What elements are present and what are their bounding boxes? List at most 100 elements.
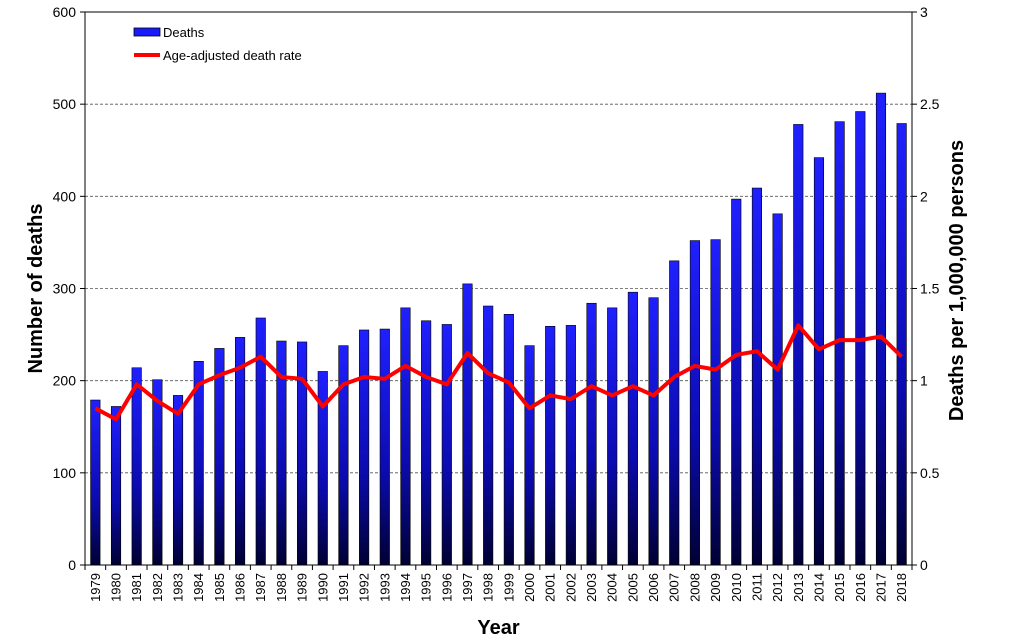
bar-series-deaths (90, 92, 907, 566)
x-tick-label: 1979 (88, 573, 103, 602)
bar (441, 324, 452, 566)
x-tick-label: 1988 (274, 573, 289, 602)
bar (131, 367, 142, 566)
x-tick-label: 2008 (687, 573, 702, 602)
x-tick-label: 1997 (460, 573, 475, 602)
x-tick-label: 2003 (584, 573, 599, 602)
y-tick-label: 300 (53, 281, 77, 297)
x-tick-label: 2013 (791, 573, 806, 602)
y2-tick-label: 0.5 (920, 465, 940, 481)
x-tick-label: 1989 (295, 573, 310, 602)
bar (793, 124, 804, 566)
legend-label-rate: Age-adjusted death rate (163, 48, 302, 63)
bar (110, 406, 122, 566)
x-tick-label: 2014 (811, 573, 826, 602)
x-tick-label: 2016 (853, 573, 868, 602)
bar (648, 297, 659, 566)
y2-tick-label: 1.5 (920, 281, 940, 297)
x-tick-label: 2015 (832, 573, 847, 602)
x-tick-label: 1994 (398, 573, 413, 602)
bar (359, 329, 370, 566)
x-tick-label: 2005 (625, 573, 640, 602)
x-tick-label: 2012 (770, 573, 785, 602)
bar (379, 328, 390, 566)
rate-line (94, 323, 904, 422)
bar (400, 307, 411, 566)
bar (731, 198, 742, 566)
x-axis-ticks: 1979 1980 1981 1982 1983 1984 1985 1986 1987 1988… (84, 565, 913, 602)
x-tick-label: 1995 (419, 573, 434, 602)
bar (297, 341, 308, 566)
x-tick-label: 1996 (439, 573, 454, 602)
bar (607, 307, 618, 566)
y-tick-label: 100 (53, 465, 77, 481)
bar (172, 395, 184, 566)
bar (875, 92, 887, 566)
bar (483, 305, 494, 566)
legend-swatch-deaths (133, 27, 161, 37)
line-series-age-adjusted-death-rate (94, 323, 904, 422)
x-tick-label: 1999 (501, 573, 516, 602)
y2-tick-label: 0 (920, 557, 928, 573)
y2-tick-label: 1 (920, 373, 928, 389)
x-tick-label: 1987 (253, 573, 268, 602)
x-tick-label: 1992 (357, 573, 372, 602)
x-tick-label: 2018 (894, 573, 909, 602)
x-tick-label: 2006 (646, 573, 661, 602)
bar (772, 213, 783, 566)
y-tick-label: 500 (53, 96, 77, 112)
legend: Deaths Age-adjusted death rate (133, 25, 302, 63)
bar (462, 283, 473, 566)
bar (627, 291, 638, 566)
bar (710, 239, 721, 566)
legend-label-deaths: Deaths (163, 25, 205, 40)
y-tick-label: 0 (68, 557, 76, 573)
x-tick-label: 1985 (212, 573, 227, 602)
y-tick-label: 200 (53, 373, 77, 389)
bar (565, 325, 576, 566)
y2-tick-label: 2 (920, 188, 928, 204)
x-tick-label: 1998 (481, 573, 496, 602)
bar (503, 314, 514, 566)
y-tick-label: 600 (53, 4, 77, 20)
bar (235, 337, 246, 566)
x-tick-label: 1980 (109, 573, 124, 602)
x-tick-label: 1993 (377, 573, 392, 602)
bar (152, 379, 163, 566)
bar (524, 345, 535, 566)
bar (421, 320, 432, 566)
x-tick-label: 2009 (708, 573, 723, 602)
y2-tick-label: 2.5 (920, 96, 940, 112)
x-tick-label: 2001 (543, 573, 558, 602)
y-axis-title: Number of deaths (25, 203, 47, 373)
x-tick-label: 2011 (749, 573, 764, 601)
y-tick-label: 400 (53, 188, 77, 204)
bar (751, 187, 762, 566)
x-tick-label: 2000 (522, 573, 537, 602)
x-tick-label: 1990 (315, 573, 330, 602)
right-axis-ticks: 0 0.5 1 1.5 2 2.5 3 (912, 4, 940, 573)
x-tick-label: 2002 (563, 573, 578, 602)
gridlines (85, 11, 912, 474)
x-tick-label: 2004 (605, 573, 620, 602)
x-axis-title: Year (477, 617, 519, 639)
left-axis-ticks: 0 100 200 300 400 500 600 (53, 4, 85, 573)
x-tick-label: 2017 (873, 573, 888, 602)
x-tick-label: 2007 (667, 573, 682, 602)
x-tick-label: 1983 (171, 573, 186, 602)
y2-tick-label: 3 (920, 4, 928, 20)
bar (214, 348, 225, 566)
bar (338, 345, 349, 566)
x-tick-label: 1981 (129, 573, 144, 602)
x-tick-label: 1986 (233, 573, 248, 602)
x-tick-label: 2010 (729, 573, 744, 602)
bar (813, 157, 825, 566)
bar (586, 302, 597, 566)
x-tick-label: 1991 (336, 573, 351, 602)
bar (90, 399, 101, 566)
x-tick-label: 1982 (150, 573, 165, 602)
y2-axis-title: Deaths per 1,000,000 persons (946, 140, 968, 421)
bar (896, 123, 907, 566)
x-tick-label: 1984 (191, 573, 206, 602)
